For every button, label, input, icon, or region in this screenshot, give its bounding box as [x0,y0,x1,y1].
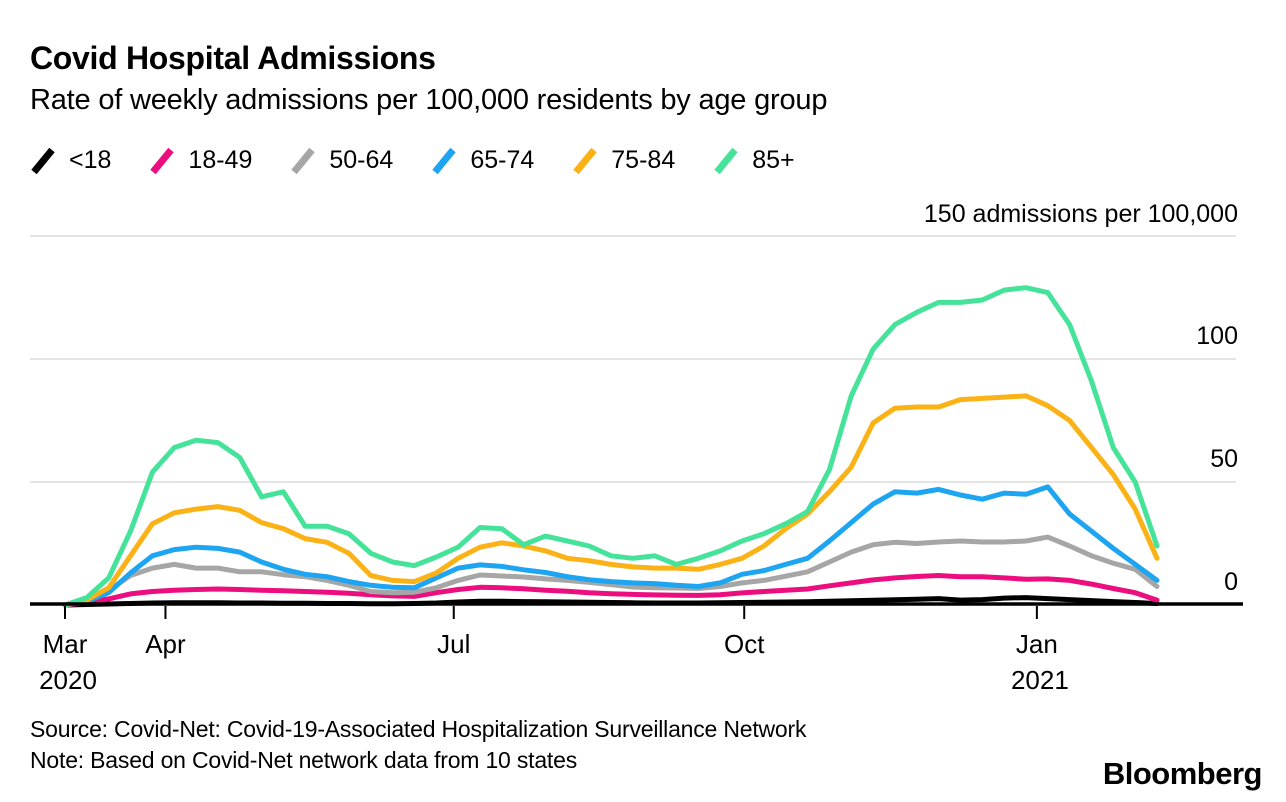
page-title: Covid Hospital Admissions [30,40,436,76]
y-axis-label-100: 100 [1196,322,1238,350]
legend-item-age-75-84: 75-84 [572,146,675,175]
note-text: Note: Based on Covid-Net network data fr… [30,747,577,773]
legend-slash-icon [573,147,597,174]
legend-item-label: 50-64 [329,146,394,174]
legend-item-label: 18-49 [188,146,253,174]
legend-item-age-85-plus: 85+ [713,146,795,175]
legend-slash-icon [31,147,55,174]
footer: Source: Covid-Net: Covid-19-Associated H… [30,714,806,776]
legend-item-label: 75-84 [611,146,676,174]
x-axis-label-jul: Jul [437,629,470,659]
x-axis-label-mar: Mar [43,629,88,659]
gridlines [30,235,1236,483]
source-text: Source: Covid-Net: Covid-19-Associated H… [30,716,807,742]
x-axis-year-label-2020: 2020 [39,665,97,695]
axes [30,602,1243,619]
legend-slash-icon [291,147,316,174]
legend-item-under-18: <18 [30,146,111,175]
x-axis-label-oct: Oct [724,629,765,659]
legend-item-label: 85+ [752,146,795,174]
legend: <18 18-49 50-64 65-74 75-84 85+ [30,146,795,175]
series-line-age-75-84 [62,393,1160,608]
bloomberg-logo: Bloomberg [1102,756,1263,791]
legend-item-age-65-74: 65-74 [431,146,534,175]
legend-item-label: 65-74 [470,146,535,174]
x-axis-year-label-2021: 2021 [1011,665,1069,695]
y-axis-label-0: 0 [1224,568,1238,596]
legend-item-age-18-49: 18-49 [149,146,252,175]
y-axis-unit-label: 150 admissions per 100,000 [924,200,1238,228]
legend-slash-icon [432,147,457,174]
series-line-age-65-74 [62,484,1160,608]
x-axis-label-apr: Apr [145,629,186,659]
x-axis-label-jan: Jan [1016,629,1058,659]
page-subtitle: Rate of weekly admissions per 100,000 re… [30,84,828,116]
legend-item-age-50-64: 50-64 [290,146,393,175]
axis-labels: 100 50 0 150 admissions per 100,000 Mar 2020 A… [39,200,1238,695]
legend-slash-icon [714,147,738,174]
series-line-age-18-49 [62,573,1160,608]
series-line-age-50-64 [62,534,1160,608]
y-axis-label-50: 50 [1210,445,1238,473]
series-line-age-85-plus [62,285,1160,608]
legend-item-label: <18 [69,146,112,174]
series-lines [62,285,1160,608]
legend-slash-icon [150,147,175,174]
